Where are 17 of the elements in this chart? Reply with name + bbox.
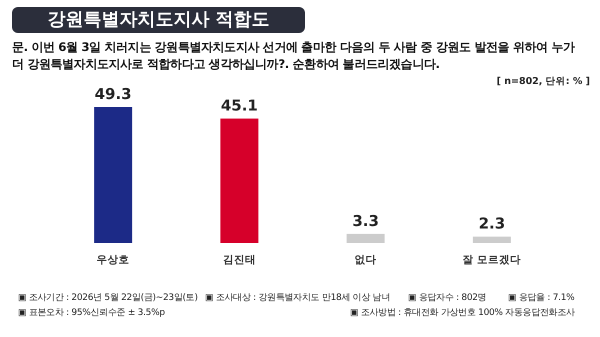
annotation: ▣ 조사기간 : 2026년 5월 22일(금)~23일(토) [18, 292, 198, 304]
annotation: ▣ 응답자수 : 802명 [408, 292, 486, 304]
title: 강원특별자치도지사 적합도 [12, 7, 305, 33]
annotation: ▣ 응답율 : 7.1% [508, 292, 574, 304]
annotation: ▣ 조사대상 : 강원특별자치도 만18세 이상 남녀 [205, 292, 390, 304]
annotation: ▣ 표본오차 : 95%신뢰수준 ± 3.5%p [18, 307, 165, 319]
data-label: 3.3 [352, 212, 379, 230]
data-label: 45.1 [220, 96, 258, 115]
x-tick-label: 김진태 [222, 254, 256, 266]
annotation: ▣ 조사방법 : 휴대전화 가상번호 100% 자동응답전화조사 [350, 307, 575, 319]
data-label: 2.3 [478, 214, 506, 233]
x-tick-label: 우상호 [96, 254, 130, 266]
annotation: [ n=802, 단위: % ] [496, 75, 590, 88]
data-label: 49.3 [94, 85, 132, 103]
subtitle: 문. 이번 6월 3일 치러지는 강원특별자치도지사 선거에 출마한 다음의 두 사람 중 강원도 발전을 위하여 누가 더 강원특별자치도지사로 적합하다고 생각하십니까?. 순환하여 불러드리겠습니다. [12, 39, 576, 73]
x-tick-label: 잘 모르겠다 [462, 254, 522, 266]
x-tick-label: 없다 [354, 254, 377, 266]
